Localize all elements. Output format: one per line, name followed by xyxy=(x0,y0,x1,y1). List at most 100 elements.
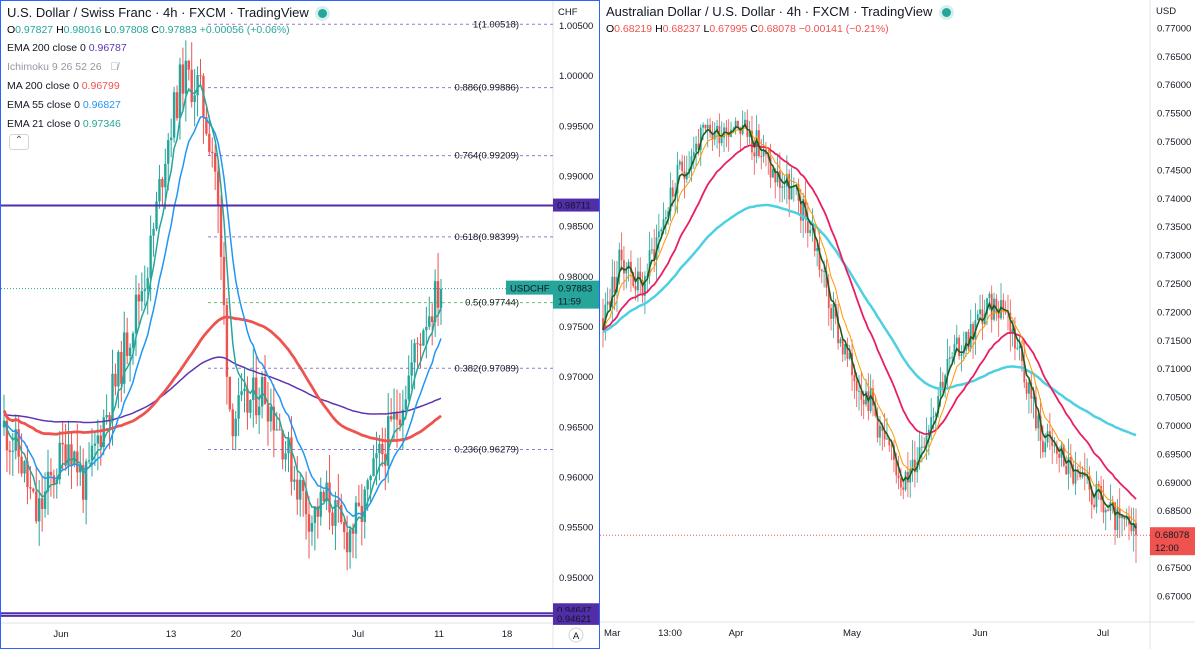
candle-body xyxy=(216,171,220,207)
candle-body xyxy=(965,331,967,351)
candle-body xyxy=(310,523,314,532)
candle-body xyxy=(1051,436,1054,446)
candle-body xyxy=(695,143,698,153)
audusd-chart-panel[interactable]: USD 0.77000 0.76500 0.76000 0.75500 0.75000 0.… xyxy=(600,0,1195,649)
collapse-legend-button[interactable]: ⌃ xyxy=(9,134,29,150)
candle-body xyxy=(398,419,402,426)
candle-body xyxy=(1060,445,1063,458)
candle-body xyxy=(1081,472,1084,478)
candle-body xyxy=(744,119,746,126)
candle-body xyxy=(14,429,17,451)
candle-body xyxy=(296,479,299,500)
candle-body xyxy=(187,60,190,70)
high-value: 0.98016 xyxy=(63,24,102,36)
candle-body xyxy=(1009,312,1012,334)
candle-body xyxy=(886,438,888,440)
candle-body xyxy=(325,482,328,502)
platform-label: TradingView xyxy=(237,5,309,20)
candle-body xyxy=(881,425,884,431)
candle-body xyxy=(205,116,208,134)
indicator-ichimoku[interactable]: Ichimoku 9 26 52 26 👁̸ xyxy=(7,61,119,73)
candle-body xyxy=(725,127,728,132)
candle-body xyxy=(816,247,819,251)
candle-body xyxy=(340,504,343,523)
price-tick-label: 0.73000 xyxy=(1157,251,1191,262)
price-tick-label: 0.70000 xyxy=(1157,421,1191,432)
candle-body xyxy=(760,156,763,158)
candle-body xyxy=(611,276,614,308)
candle-body xyxy=(948,357,951,359)
candle-body xyxy=(774,169,777,183)
candle-body xyxy=(123,332,126,384)
candle-body xyxy=(657,231,660,238)
candle-body xyxy=(1044,442,1047,453)
price-tick-label: 0.99500 xyxy=(559,121,593,132)
indicator-ema21[interactable]: EMA 21 close 0 0.97346 xyxy=(7,118,121,130)
candle-body xyxy=(755,130,758,157)
candle-body xyxy=(278,429,281,431)
candle-body xyxy=(172,92,176,138)
candle-body xyxy=(790,186,793,200)
candle-body xyxy=(102,417,105,448)
candle-body xyxy=(328,482,331,513)
candle-body xyxy=(799,200,802,221)
candle-body xyxy=(299,479,302,500)
candle-body xyxy=(199,75,202,77)
candle-body xyxy=(49,471,53,476)
candle-body xyxy=(716,125,718,131)
candle-body xyxy=(213,152,217,172)
candle-body xyxy=(1104,509,1107,513)
close-value: 0.97883 xyxy=(158,24,197,36)
candle-body xyxy=(841,339,844,355)
interval-label[interactable]: 4h xyxy=(163,5,178,20)
candle-body xyxy=(846,344,849,359)
auto-scale-button xyxy=(568,627,584,643)
candle-body xyxy=(1097,484,1100,487)
candle-body xyxy=(827,287,830,309)
candle-body xyxy=(1111,502,1114,504)
candle-body xyxy=(87,460,91,462)
open-value: 0.68219 xyxy=(614,23,653,35)
candle-body xyxy=(401,409,405,426)
price-tick-label: 0.71500 xyxy=(1157,336,1191,347)
candle-body xyxy=(874,405,877,416)
candle-body xyxy=(692,152,695,157)
ma200-line xyxy=(2,315,442,443)
usdchf-chart-canvas[interactable]: CHF 1.00500 1.00000 0.99500 0.99000 0.98500 0.… xyxy=(1,1,599,648)
indicator-ema200[interactable]: EMA 200 close 0 0.96787 xyxy=(7,42,127,54)
candle-body xyxy=(111,373,114,422)
indicator-ma200[interactable]: MA 200 close 0 0.96799 xyxy=(7,80,120,92)
candle-body xyxy=(979,309,981,315)
candle-body xyxy=(348,529,352,553)
candle-body xyxy=(131,333,135,348)
candle-body xyxy=(5,420,9,451)
ema200-line xyxy=(3,356,442,424)
ema-dark-line xyxy=(602,123,1137,529)
price-tick-label: 0.97500 xyxy=(559,322,593,333)
candle-body xyxy=(606,301,609,305)
indicator-ema55[interactable]: EMA 55 close 0 0.96827 xyxy=(7,99,121,111)
candle-body xyxy=(190,69,193,103)
usdchf-chart-panel[interactable]: CHF 1.00500 1.00000 0.99500 0.99000 0.98500 0.… xyxy=(0,0,600,649)
platform-label: TradingView xyxy=(860,4,933,19)
source-label: FXCM xyxy=(812,4,850,19)
date-tick-label: 11 xyxy=(434,629,444,640)
candle-body xyxy=(699,127,702,150)
candle-body xyxy=(1028,382,1030,394)
eye-hidden-icon[interactable]: 👁̸ xyxy=(110,61,119,73)
candle-body xyxy=(184,60,188,94)
candle-body xyxy=(266,404,270,422)
candle-body xyxy=(862,399,865,405)
symbol-badge-label: USDCHF xyxy=(510,284,550,295)
candle-body xyxy=(1048,431,1051,437)
price-badge-value: 0.68078 xyxy=(1155,530,1189,541)
audusd-chart-canvas[interactable]: USD 0.77000 0.76500 0.76000 0.75500 0.75000 0.… xyxy=(600,0,1195,649)
source-label: FXCM xyxy=(189,5,226,20)
candle-body xyxy=(249,399,252,413)
candle-body xyxy=(832,304,835,319)
candle-body xyxy=(260,376,264,407)
candle-body xyxy=(855,381,858,391)
candle-body xyxy=(351,529,355,534)
interval-label[interactable]: 4h xyxy=(786,4,802,19)
candle-body xyxy=(865,391,867,405)
